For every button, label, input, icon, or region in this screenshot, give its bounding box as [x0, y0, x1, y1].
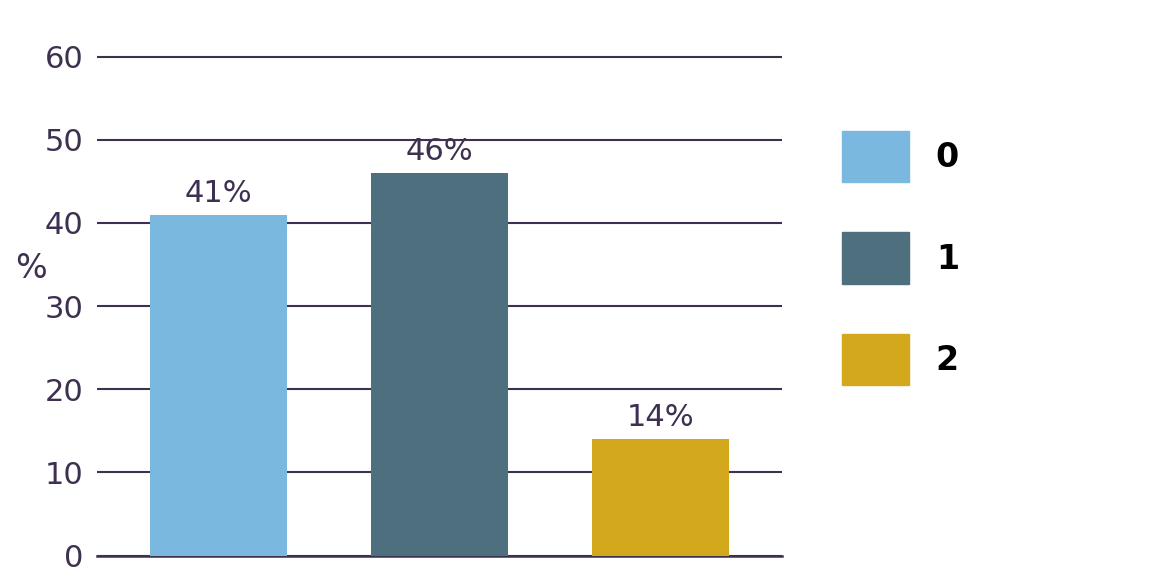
Legend: 0, 1, 2: 0, 1, 2	[826, 114, 976, 402]
Text: 41%: 41%	[185, 179, 252, 208]
Bar	[150, 215, 287, 556]
Y-axis label: %: %	[15, 252, 46, 285]
Bar	[591, 439, 729, 556]
Text: 14%: 14%	[626, 403, 694, 432]
Bar	[371, 173, 508, 556]
Text: 46%: 46%	[406, 138, 473, 166]
